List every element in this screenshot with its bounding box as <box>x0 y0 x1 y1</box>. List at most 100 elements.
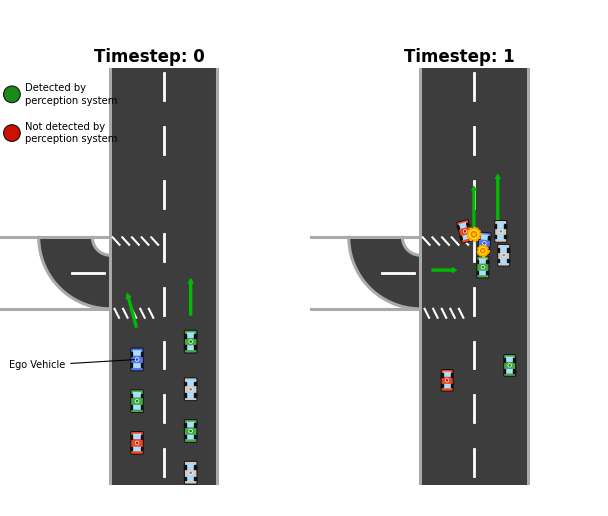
Bar <box>486 271 488 274</box>
Polygon shape <box>479 271 486 275</box>
Bar <box>141 405 142 409</box>
Polygon shape <box>187 423 195 427</box>
Bar <box>478 236 480 239</box>
Circle shape <box>508 364 511 367</box>
Bar <box>504 235 506 238</box>
Circle shape <box>499 230 502 233</box>
Bar <box>469 234 472 237</box>
FancyBboxPatch shape <box>503 354 516 376</box>
Polygon shape <box>479 259 486 263</box>
Bar <box>513 358 515 362</box>
Bar <box>195 346 196 349</box>
Bar <box>451 384 452 388</box>
Bar <box>184 424 186 427</box>
Polygon shape <box>133 364 141 367</box>
Bar <box>141 363 142 367</box>
Bar <box>184 393 186 397</box>
Polygon shape <box>481 235 488 239</box>
Bar <box>131 394 132 397</box>
Text: Ego Vehicle: Ego Vehicle <box>9 360 134 370</box>
Polygon shape <box>133 351 141 355</box>
Polygon shape <box>506 357 513 361</box>
FancyBboxPatch shape <box>441 369 453 391</box>
Bar <box>184 346 186 349</box>
Circle shape <box>473 233 475 235</box>
Bar <box>466 223 469 227</box>
FancyBboxPatch shape <box>477 232 491 254</box>
Polygon shape <box>133 393 141 397</box>
Text: Not detected by
perception system: Not detected by perception system <box>26 122 118 144</box>
Circle shape <box>189 429 193 433</box>
Title: Timestep: 0: Timestep: 0 <box>94 48 204 66</box>
Polygon shape <box>187 436 195 439</box>
Polygon shape <box>506 369 513 373</box>
Bar <box>495 224 496 228</box>
Circle shape <box>135 399 139 403</box>
Bar <box>495 235 496 238</box>
Circle shape <box>482 250 484 252</box>
Polygon shape <box>460 223 468 228</box>
Bar <box>131 405 132 409</box>
Bar <box>486 260 488 264</box>
Circle shape <box>483 241 486 245</box>
Bar <box>131 447 132 450</box>
Polygon shape <box>443 372 451 376</box>
FancyBboxPatch shape <box>477 256 489 278</box>
Polygon shape <box>187 394 195 397</box>
Circle shape <box>189 388 193 391</box>
Bar <box>497 248 499 251</box>
Bar <box>141 394 142 397</box>
Polygon shape <box>110 68 218 485</box>
Bar <box>131 352 132 356</box>
Bar <box>441 373 443 377</box>
FancyBboxPatch shape <box>131 390 143 413</box>
Bar <box>503 358 505 362</box>
Bar <box>131 363 132 367</box>
Bar <box>504 224 506 228</box>
Bar <box>195 334 196 337</box>
Bar <box>184 382 186 385</box>
Polygon shape <box>187 464 195 468</box>
Bar <box>487 247 489 251</box>
Polygon shape <box>133 447 141 450</box>
FancyBboxPatch shape <box>184 330 197 353</box>
Bar <box>141 436 142 439</box>
Polygon shape <box>133 434 141 439</box>
Bar <box>507 248 509 251</box>
Polygon shape <box>420 68 528 485</box>
Bar <box>513 369 515 373</box>
Bar <box>497 259 499 262</box>
Circle shape <box>135 358 139 361</box>
Bar <box>184 465 186 469</box>
Circle shape <box>4 125 20 141</box>
Polygon shape <box>187 477 195 480</box>
Bar <box>195 424 196 427</box>
Circle shape <box>189 340 193 344</box>
Bar <box>131 436 132 439</box>
Circle shape <box>463 230 467 233</box>
Bar <box>184 435 186 439</box>
FancyBboxPatch shape <box>131 348 143 371</box>
FancyBboxPatch shape <box>457 220 474 243</box>
Bar <box>195 382 196 385</box>
Circle shape <box>446 379 449 382</box>
Polygon shape <box>187 333 195 337</box>
Polygon shape <box>500 260 508 263</box>
Polygon shape <box>497 223 505 227</box>
Bar <box>451 373 452 377</box>
Polygon shape <box>0 237 110 485</box>
Title: Timestep: 1: Timestep: 1 <box>404 48 514 66</box>
Circle shape <box>481 265 485 269</box>
Bar <box>478 247 480 250</box>
Circle shape <box>189 471 193 475</box>
Bar <box>195 435 196 439</box>
Bar <box>195 477 196 480</box>
Polygon shape <box>0 237 110 309</box>
Bar <box>503 369 505 373</box>
Circle shape <box>4 86 20 103</box>
Text: Detected by
perception system: Detected by perception system <box>26 83 118 106</box>
Polygon shape <box>500 247 508 251</box>
Polygon shape <box>310 237 420 309</box>
Bar <box>477 260 478 264</box>
FancyBboxPatch shape <box>498 245 510 266</box>
